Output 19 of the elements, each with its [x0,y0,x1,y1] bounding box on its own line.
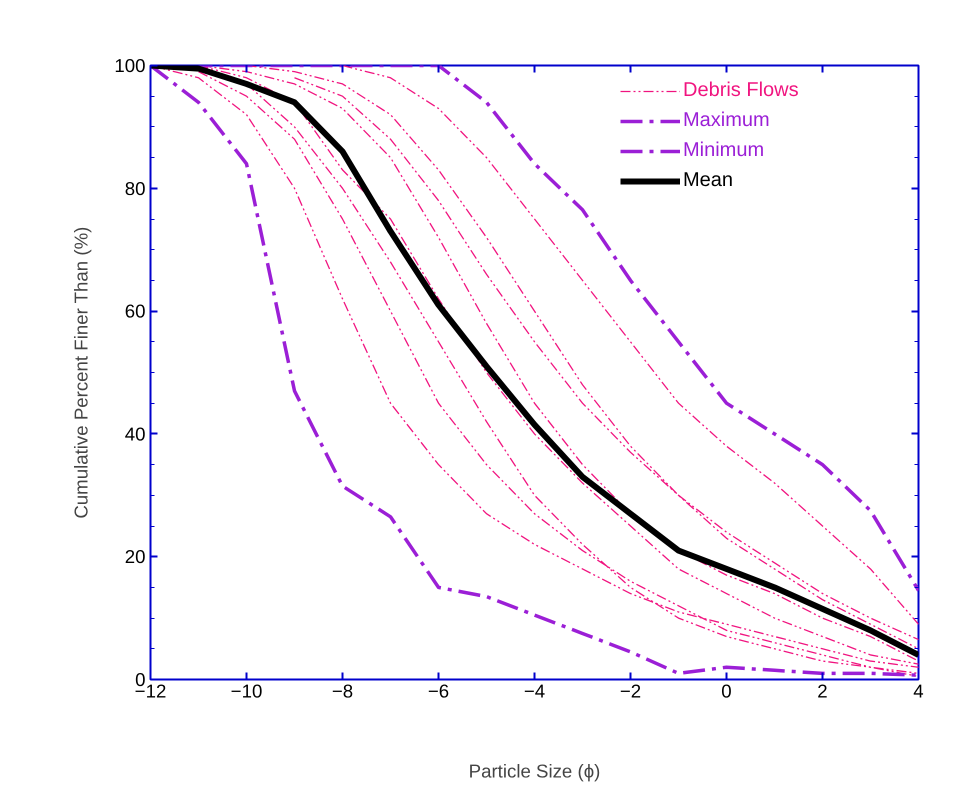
x-axis-title: Particle Size (ϕ) [468,760,600,782]
legend-label: Minimum [683,139,764,162]
x-tick-label: −8 [332,680,354,702]
legend-label: Debris Flows [683,79,799,102]
x-tick-label: −6 [428,680,450,702]
y-tick-label: 60 [124,300,146,322]
y-tick-label: 80 [124,178,146,199]
y-tick-label: 20 [124,546,146,568]
y-axis-title: Cumulative Percent Finer Than (%) [70,226,92,519]
x-tick-label: 4 [913,680,924,702]
y-tick-label: 40 [124,423,146,444]
x-tick-label: 2 [817,680,828,702]
legend-label: Maximum [683,109,770,132]
x-tick-label: −2 [620,680,642,702]
legend-label: Mean [683,169,734,192]
x-tick-label: −10 [230,680,262,702]
x-tick-label: −4 [524,680,546,702]
y-tick-label: 100 [114,55,146,76]
x-tick-label: 0 [721,680,732,702]
